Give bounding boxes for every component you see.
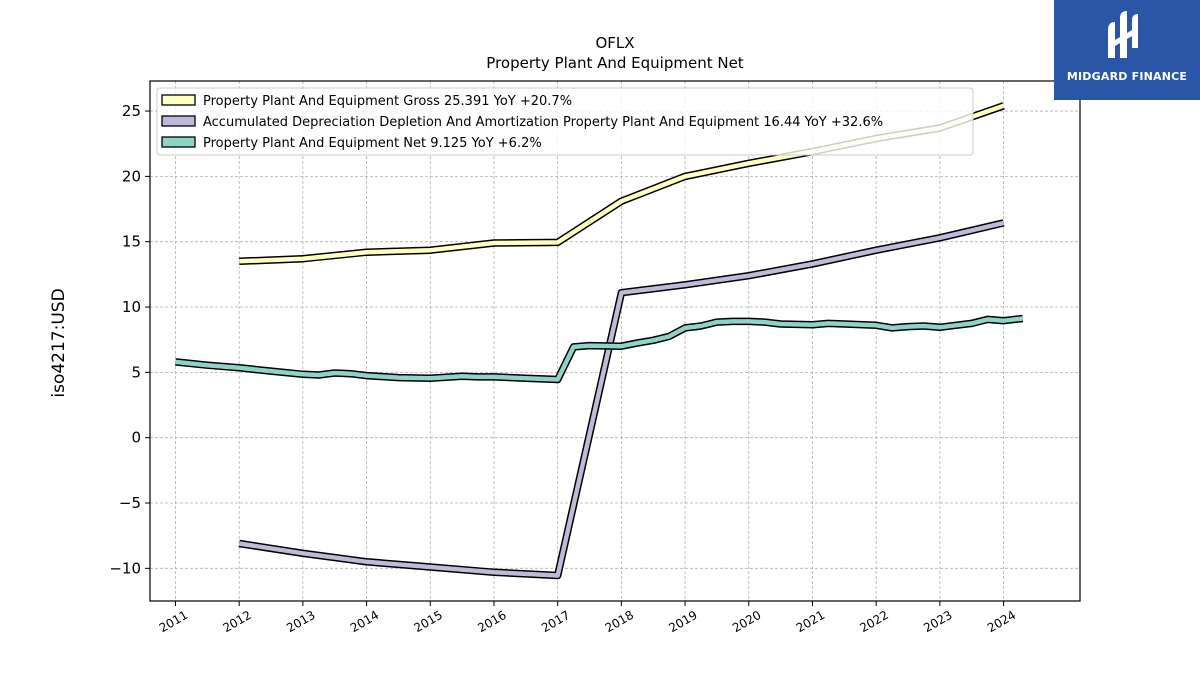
logo-text: MIDGARD FINANCE [1066, 70, 1188, 83]
y-tick-label: 5 [131, 363, 141, 381]
x-tick-label: 2017 [539, 608, 572, 635]
legend-label: Accumulated Depreciation Depletion And A… [203, 115, 883, 130]
legend: Property Plant And Equipment Gross 25.39… [156, 87, 974, 156]
x-tick-label: 2015 [412, 608, 445, 635]
y-tick-label: −10 [109, 559, 141, 577]
midgard-logo-icon [1108, 11, 1138, 58]
series-line-2 [238, 220, 1005, 578]
x-tick-label: 2011 [157, 608, 190, 635]
grid [150, 81, 1080, 601]
chart-subtitle: Property Plant And Equipment Net [486, 54, 743, 72]
x-tick-label: 2019 [666, 608, 699, 635]
x-tick-label: 2024 [985, 608, 1018, 635]
legend-swatch [161, 115, 196, 127]
x-tick-label: 2022 [857, 608, 890, 635]
legend-box [156, 87, 974, 156]
x-tick-label: 2016 [475, 608, 508, 635]
legend-swatch [161, 136, 196, 148]
x-tick-label: 2023 [921, 608, 954, 635]
x-tick-label: 2020 [730, 608, 763, 635]
y-tick-label: −5 [119, 494, 141, 512]
y-tick-label: 0 [131, 429, 141, 447]
x-tick-label: 2018 [603, 608, 636, 635]
y-tick-label: 25 [122, 102, 141, 120]
y-tick-label: 10 [122, 298, 141, 316]
legend-label: Property Plant And Equipment Net 9.125 Y… [203, 136, 542, 151]
x-tick-label: 2021 [794, 608, 827, 635]
brand-logo: MIDGARD FINANCE [1054, 0, 1200, 100]
y-axis: −10 −5 0 5 10 15 20 25 [109, 102, 150, 577]
x-axis: 2011 2012 2013 2014 2015 2016 2017 2018 2019 2020… [157, 601, 1018, 635]
x-tick-label: 2014 [348, 608, 381, 635]
x-tick-label: 2012 [220, 608, 253, 635]
y-axis-label: iso4217:USD [49, 288, 69, 397]
x-tick-label: 2013 [284, 608, 317, 635]
y-tick-label: 15 [122, 233, 141, 251]
chart-title: OFLX [595, 34, 634, 52]
series-line-3 [175, 316, 1023, 382]
plot-frame [149, 80, 1081, 602]
legend-swatch [161, 94, 196, 106]
y-tick-label: 20 [122, 167, 141, 185]
legend-label: Property Plant And Equipment Gross 25.39… [203, 94, 572, 109]
